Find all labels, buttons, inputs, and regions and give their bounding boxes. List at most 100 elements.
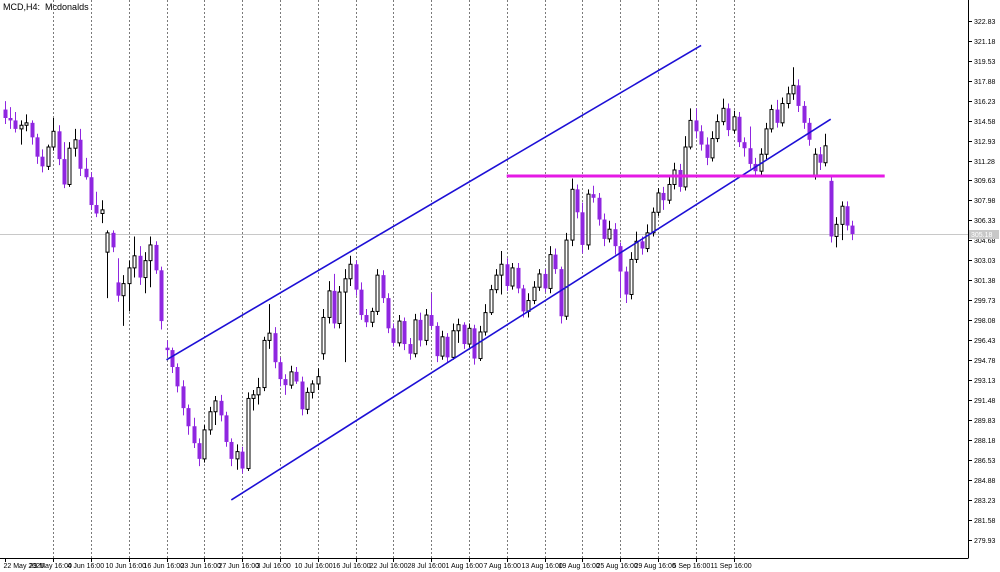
candle [116,258,121,302]
candle-body [435,325,440,357]
candle [348,255,353,287]
price-tick-label: 303.03 [974,258,996,265]
candle-body [850,225,855,235]
symbol: MCD [3,2,24,12]
candle-body [321,316,326,355]
candle [359,282,364,320]
candle-body [591,194,596,198]
candle-body [570,188,575,241]
candle-body [802,105,807,123]
candle [418,312,423,347]
candle-body [300,381,305,410]
candle [197,438,202,467]
candle-body [386,298,391,329]
candle [516,263,521,294]
candle [73,128,78,157]
price-tick-label: 322.83 [974,19,996,26]
candle-body [408,344,413,354]
candle-body [305,391,310,410]
candle-body [424,314,429,341]
candle-body [57,131,62,160]
candle-body [537,273,542,288]
candle-body [645,232,650,250]
price-tick-label: 304.68 [974,238,996,245]
price-tick-label: 286.53 [974,458,996,465]
time-tick-label: 4 Jun 16:00 [68,563,105,570]
price-tick-label: 306.33 [974,218,996,225]
candle [229,438,234,467]
price-tick-label: 307.98 [974,198,996,205]
price-tick-label: 316.23 [974,99,996,106]
candle-body [30,122,35,138]
candle [283,374,288,395]
price-tick-label: 298.08 [974,318,996,325]
candle [791,67,796,100]
candle [364,308,369,328]
candle [262,336,267,392]
candle [764,122,769,160]
candle-body [62,159,67,185]
candle-body [219,400,224,416]
candle-body [840,205,845,225]
candle [343,269,348,363]
candle [127,260,132,312]
candle-body [818,154,823,163]
time-tick-label: 3 Jul 16:00 [257,563,291,570]
candle-body [640,241,645,249]
candle-body [138,255,143,278]
candle [278,357,283,387]
candle [769,104,774,133]
candle-body [310,383,315,393]
candle-body [553,254,558,270]
candle [13,111,18,133]
candle [543,269,548,293]
candle-body [51,130,56,148]
candle-body [192,426,197,444]
price-tick-label: 289.83 [974,418,996,425]
candle-body [634,240,639,260]
price-tick-label: 288.18 [974,438,996,445]
candle [35,133,40,164]
candle [634,231,639,264]
candle [354,260,359,296]
candle-body [489,289,494,314]
candle [467,323,472,348]
candle-body [381,275,386,299]
candle-body [186,408,191,427]
candle-body [834,223,839,237]
candle-body [418,319,423,341]
candle-body [35,137,40,157]
candle-body [656,192,661,213]
candle-body [294,371,299,382]
price-tick-label: 284.88 [974,478,996,485]
candle-body [391,328,396,343]
candle [321,308,326,360]
candle-body [267,332,272,341]
candle-body [667,183,672,201]
candle-body [683,146,688,188]
candle-body [337,291,342,324]
candle [402,317,407,351]
candle-body [742,142,747,149]
candle-body [775,109,780,123]
time-tick-label: 5 Sep 16:00 [673,563,711,570]
candle-body [111,232,116,248]
candle-body [256,387,261,396]
candle-body [343,278,348,293]
candle [240,446,245,474]
candle-body [613,229,618,247]
candle [726,103,731,137]
price-tick-label: 317.88 [974,79,996,86]
price-tick-label: 321.18 [974,39,996,46]
candle-body [94,205,99,214]
candle [537,269,542,291]
candle [24,114,29,132]
candle-body [165,347,170,351]
candle [94,191,99,218]
candle-body [726,108,731,131]
candle-body [273,333,278,363]
candle [175,363,180,393]
candle [316,368,321,390]
candle-body [19,124,24,130]
candle [391,323,396,347]
